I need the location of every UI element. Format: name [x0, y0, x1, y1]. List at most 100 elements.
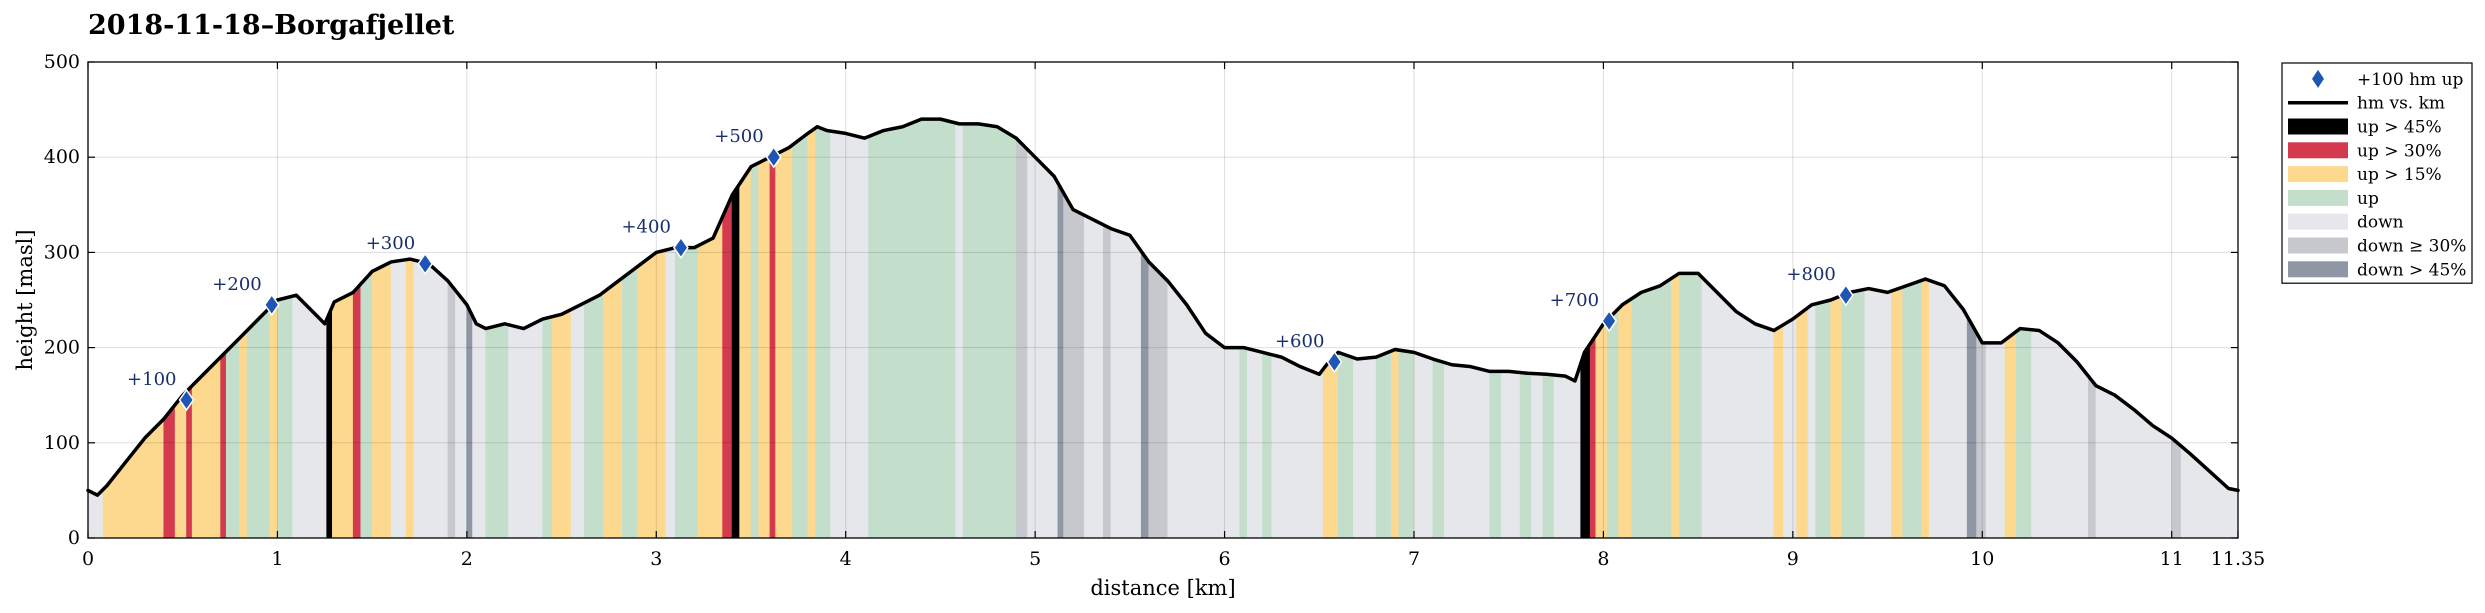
diamond-marker: [765, 145, 782, 169]
marker-label: +100: [127, 369, 176, 390]
segment: [1796, 307, 1809, 539]
marker-label: +600: [1275, 331, 1324, 352]
segment: [1671, 272, 1680, 539]
segment: [1864, 288, 1892, 539]
x-tick-label: 1: [271, 548, 283, 570]
x-tick-label: 6: [1219, 548, 1231, 570]
marker-label: +300: [366, 233, 415, 254]
segment: [551, 309, 572, 539]
grid-lines: [88, 62, 2238, 538]
segment: [1148, 261, 1169, 539]
segment: [1580, 342, 1591, 539]
segment: [1140, 250, 1150, 539]
segment: [1807, 303, 1816, 539]
x-tick-label: 2: [461, 548, 473, 570]
segment: [584, 291, 604, 539]
segment: [1500, 371, 1521, 539]
segment: [1773, 324, 1784, 539]
segment: [1815, 299, 1832, 539]
segment: [602, 277, 623, 539]
segment: [1542, 373, 1555, 539]
segment: [1398, 349, 1415, 539]
segment: [1375, 350, 1392, 539]
legend-label: up: [2357, 189, 2379, 209]
segment: [371, 261, 392, 539]
gradient-segments: [87, 118, 2239, 539]
segment: [955, 122, 964, 539]
segment: [2180, 445, 2239, 539]
segment: [360, 270, 373, 539]
segment: [1553, 363, 1581, 539]
segment: [1841, 288, 1866, 539]
x-tick-label: 0: [82, 548, 94, 570]
segment: [1701, 276, 1775, 539]
plot-frame: [87, 61, 2239, 539]
segment: [332, 291, 354, 539]
segment: [508, 318, 543, 539]
segment: [621, 266, 638, 539]
legend-swatch: [2288, 189, 2348, 206]
segment: [1985, 339, 2006, 539]
chart-title: 2018-11-18–Borgafjellet: [88, 10, 455, 41]
x-tick-label: 10: [1970, 548, 1994, 570]
segment: [1830, 294, 1843, 539]
legend-label: up > 45%: [2357, 118, 2442, 138]
x-tick-label: 9: [1787, 548, 1799, 570]
y-tick-label: 0: [68, 527, 80, 549]
y-axis-label: height [masl]: [13, 229, 37, 370]
segment: [807, 127, 816, 539]
segment: [472, 316, 487, 539]
segment: [326, 306, 333, 539]
legend-label: +100 hm up: [2357, 70, 2464, 90]
segment: [1432, 358, 1445, 539]
segment: [1595, 319, 1608, 539]
diamond-marker: [672, 236, 689, 259]
segment: [292, 294, 327, 539]
segment: [2016, 328, 2032, 539]
segment: [447, 280, 456, 539]
segment: [246, 306, 271, 539]
segment: [1063, 191, 1085, 539]
segment: [466, 304, 473, 539]
segment: [722, 195, 733, 539]
segment: [1902, 279, 1922, 539]
diamond-marker: [1326, 350, 1343, 374]
segment: [542, 316, 553, 539]
legend-label: hm vs. km: [2357, 94, 2445, 114]
x-tick-label: 11: [2160, 548, 2184, 570]
segment: [1337, 351, 1354, 539]
segment: [637, 249, 667, 539]
legend-label: down > 45%: [2357, 260, 2466, 280]
x-tick-label: 5: [1029, 548, 1041, 570]
legend-swatch: [2288, 237, 2348, 254]
diamond-marker: [417, 252, 434, 276]
segment: [1606, 307, 1619, 539]
segment: [1322, 351, 1339, 539]
segment: [769, 153, 776, 539]
segment: [1678, 273, 1703, 539]
segment: [750, 162, 759, 539]
y-tick-label: 200: [44, 337, 80, 359]
segment: [352, 283, 362, 539]
legend-label: up > 30%: [2357, 141, 2442, 161]
x-axis-label: distance [km]: [1090, 576, 1235, 600]
segment: [2004, 330, 2017, 539]
segment: [1027, 148, 1059, 539]
y-tick-label: 100: [44, 432, 80, 454]
segment: [962, 123, 1017, 539]
segment: [792, 132, 809, 539]
marker-label: +400: [621, 217, 670, 238]
legend-label: up > 15%: [2357, 165, 2442, 185]
segment: [225, 337, 240, 539]
segment: [1976, 331, 1987, 539]
y-tick-label: 400: [44, 146, 80, 168]
segment: [570, 302, 585, 539]
segment: [1110, 228, 1142, 539]
legend-label: down ≥ 30%: [2357, 237, 2466, 257]
segment: [405, 258, 415, 539]
segment: [1444, 362, 1491, 539]
segment: [2088, 375, 2097, 539]
segment: [413, 259, 449, 539]
segment: [1103, 224, 1112, 539]
segment: [455, 289, 468, 539]
